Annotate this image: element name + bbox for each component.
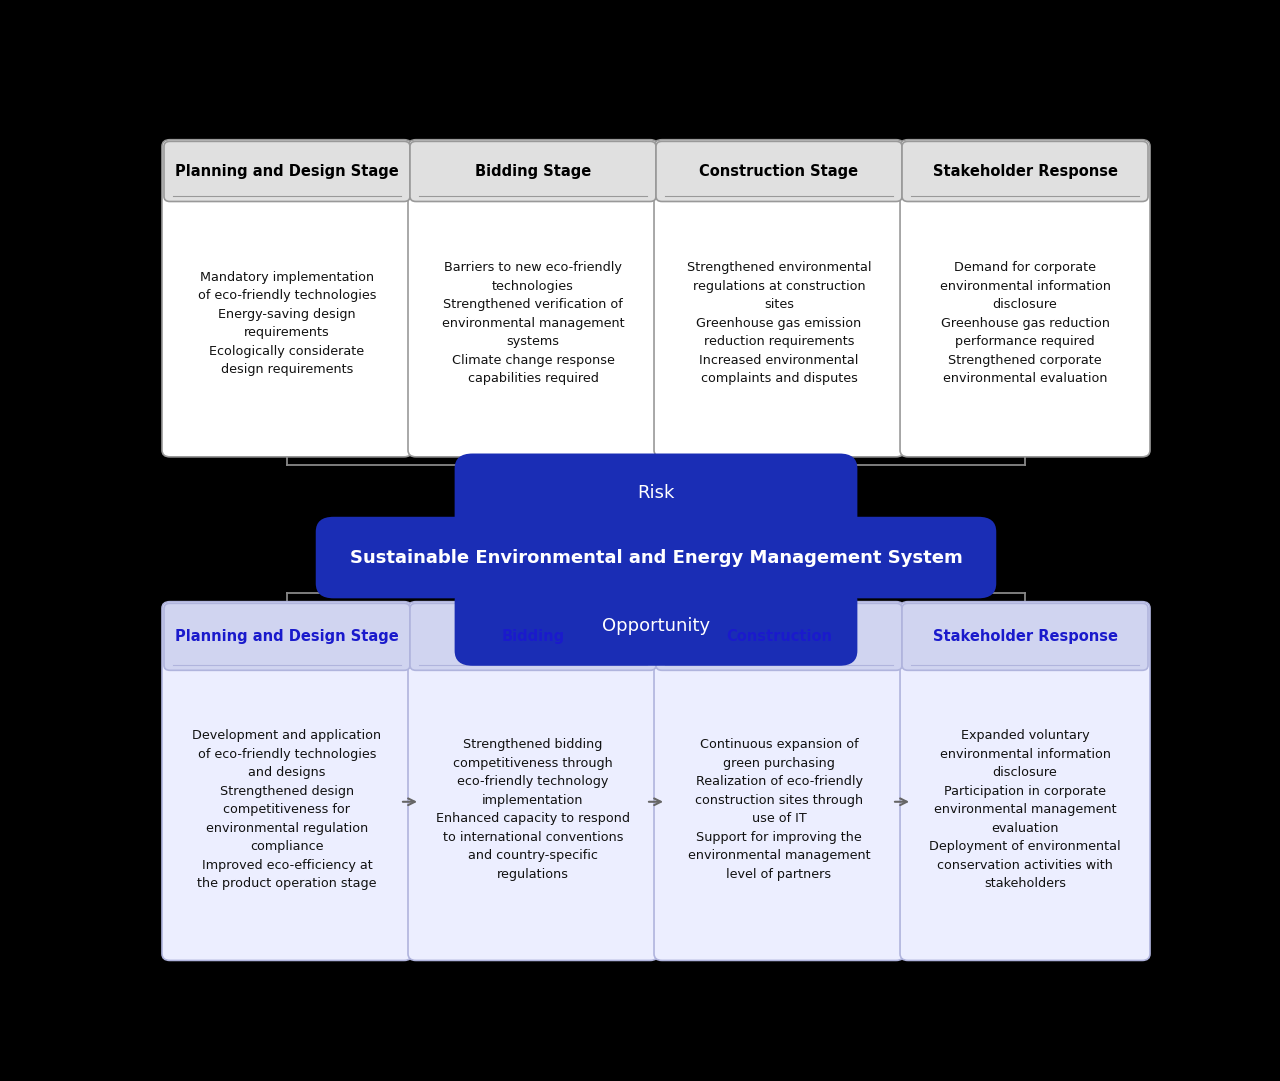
FancyBboxPatch shape <box>902 142 1148 201</box>
Text: Stakeholder Response: Stakeholder Response <box>933 164 1117 179</box>
Text: Stakeholder Response: Stakeholder Response <box>933 629 1117 644</box>
Text: Bidding: Bidding <box>502 629 564 644</box>
FancyBboxPatch shape <box>164 603 410 670</box>
Text: Strengthened bidding
competitiveness through
eco-friendly technology
implementat: Strengthened bidding competitiveness thr… <box>436 738 630 881</box>
FancyBboxPatch shape <box>163 602 412 960</box>
FancyBboxPatch shape <box>408 139 658 457</box>
Text: Planning and Design Stage: Planning and Design Stage <box>175 164 399 179</box>
FancyBboxPatch shape <box>657 603 902 670</box>
Text: Demand for corporate
environmental information
disclosure
Greenhouse gas reducti: Demand for corporate environmental infor… <box>940 262 1111 385</box>
FancyBboxPatch shape <box>408 602 658 960</box>
Text: Planning and Design Stage: Planning and Design Stage <box>175 629 399 644</box>
Text: Expanded voluntary
environmental information
disclosure
Participation in corpora: Expanded voluntary environmental informa… <box>929 729 1121 890</box>
FancyBboxPatch shape <box>900 139 1149 457</box>
FancyBboxPatch shape <box>902 603 1148 670</box>
Text: Strengthened environmental
regulations at construction
sites
Greenhouse gas emis: Strengthened environmental regulations a… <box>687 262 872 385</box>
Text: Opportunity: Opportunity <box>602 617 710 635</box>
Text: Continuous expansion of
green purchasing
Realization of eco-friendly
constructio: Continuous expansion of green purchasing… <box>687 738 870 881</box>
FancyBboxPatch shape <box>163 139 412 457</box>
FancyBboxPatch shape <box>654 602 904 960</box>
FancyBboxPatch shape <box>654 139 904 457</box>
FancyBboxPatch shape <box>316 517 996 599</box>
Text: Risk: Risk <box>637 484 675 503</box>
Text: Bidding Stage: Bidding Stage <box>475 164 591 179</box>
FancyBboxPatch shape <box>900 602 1149 960</box>
FancyBboxPatch shape <box>410 142 657 201</box>
Text: Construction Stage: Construction Stage <box>699 164 859 179</box>
Text: Mandatory implementation
of eco-friendly technologies
Energy-saving design
requi: Mandatory implementation of eco-friendly… <box>197 270 376 376</box>
Text: Barriers to new eco-friendly
technologies
Strengthened verification of
environme: Barriers to new eco-friendly technologie… <box>442 262 625 385</box>
FancyBboxPatch shape <box>454 586 858 666</box>
FancyBboxPatch shape <box>410 603 657 670</box>
Text: Development and application
of eco-friendly technologies
and designs
Strengthene: Development and application of eco-frien… <box>192 729 381 890</box>
FancyBboxPatch shape <box>164 142 410 201</box>
FancyBboxPatch shape <box>454 454 858 533</box>
FancyBboxPatch shape <box>657 142 902 201</box>
Text: Construction: Construction <box>726 629 832 644</box>
Text: Sustainable Environmental and Energy Management System: Sustainable Environmental and Energy Man… <box>349 548 963 566</box>
